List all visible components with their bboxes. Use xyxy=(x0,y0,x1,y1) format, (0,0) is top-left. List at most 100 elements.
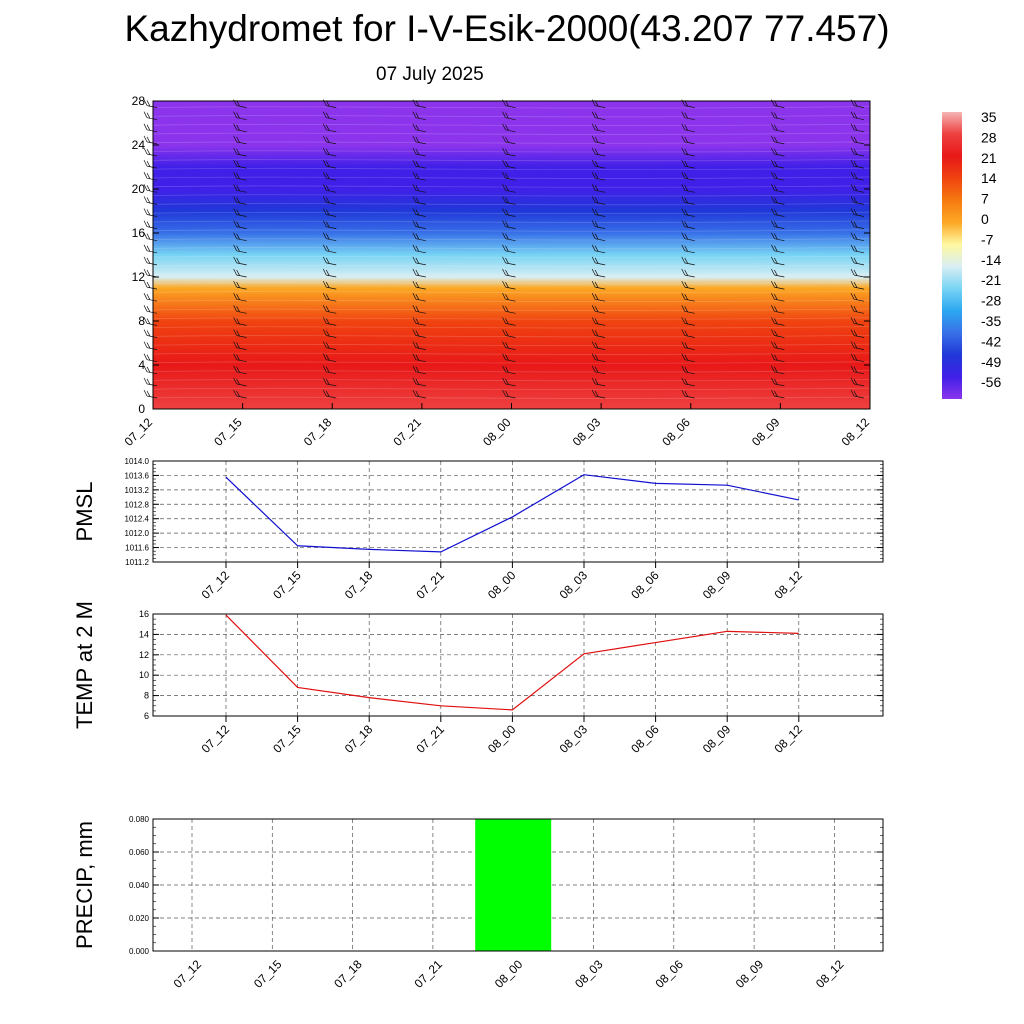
isotherm-line xyxy=(152,176,871,179)
y-tick-label: 1013.2 xyxy=(125,486,150,495)
wind-barb xyxy=(143,208,158,217)
y-tick-label: 0.020 xyxy=(129,914,150,923)
wind-barb xyxy=(322,196,337,205)
wind-barb xyxy=(143,293,158,302)
colorbar-label: -35 xyxy=(981,313,1001,329)
wind-barb xyxy=(771,232,785,242)
wind-barb xyxy=(233,389,247,399)
isotherm-line xyxy=(152,167,871,171)
colorbar-label: -21 xyxy=(981,272,1001,288)
isotherm-line xyxy=(152,370,871,373)
wind-barb xyxy=(771,184,785,193)
wind-barb xyxy=(143,184,158,193)
wind-barb xyxy=(681,159,695,169)
wind-barb xyxy=(502,256,516,266)
isotherm-line xyxy=(152,326,871,329)
y-tick-label: 1011.6 xyxy=(125,544,149,553)
wind-barb xyxy=(591,196,606,205)
wind-barb xyxy=(850,268,865,278)
wind-barb xyxy=(681,123,695,133)
precip-bar xyxy=(475,819,552,951)
y-tick-label: 1013.6 xyxy=(125,471,150,480)
wind-barb xyxy=(233,220,247,229)
wind-barb xyxy=(143,135,158,145)
wind-barb xyxy=(771,268,785,278)
wind-barb xyxy=(143,172,158,181)
wind-barb xyxy=(681,268,695,278)
wind-barb xyxy=(502,244,516,254)
wind-barb xyxy=(502,208,516,217)
wind-barb xyxy=(143,365,158,375)
wind-barb xyxy=(771,208,785,217)
wind-barb xyxy=(850,159,865,169)
wind-barb xyxy=(850,208,865,217)
x-tick-label: 08_03 xyxy=(557,722,591,756)
colorbar-label: -49 xyxy=(981,354,1001,370)
isotherm-line xyxy=(152,123,871,127)
wind-barb xyxy=(591,317,606,326)
wind-barb xyxy=(771,293,785,302)
temperature-colorbar: 35 28 21 14 7 0 -7 -14 -21 -28 -35 -42 -49 -56 xyxy=(942,109,1001,399)
wind-barb xyxy=(233,256,247,266)
x-tick-label: 08_12 xyxy=(813,957,847,991)
y-tick-label: 16 xyxy=(132,226,146,240)
wind-barb xyxy=(412,184,426,193)
wind-barb xyxy=(412,159,426,169)
isotherm-line xyxy=(152,317,871,320)
wind-barb xyxy=(502,232,516,242)
wind-barb xyxy=(591,293,606,302)
wind-barb xyxy=(502,293,516,302)
wind-barb xyxy=(412,196,426,205)
wind-barb xyxy=(322,329,337,338)
wind-barb xyxy=(502,317,516,326)
wind-barb xyxy=(412,353,426,363)
x-tick-label: 08_06 xyxy=(628,722,662,756)
isotherm-line xyxy=(152,106,871,109)
colorbar-label: 21 xyxy=(981,150,997,166)
wind-barb xyxy=(591,365,606,375)
chart-title: Kazhydromet for I-V-Esik-2000(43.207 77.… xyxy=(124,8,890,49)
wind-barb xyxy=(233,377,247,387)
y-tick-label: 4 xyxy=(138,358,145,372)
wind-barb xyxy=(850,111,865,121)
wind-barb xyxy=(233,232,247,242)
wind-barb xyxy=(143,244,158,254)
wind-barb xyxy=(502,377,516,387)
wind-barb xyxy=(322,293,337,302)
isotherm-line xyxy=(152,343,871,347)
wind-barb xyxy=(681,280,695,290)
wind-barb xyxy=(412,256,426,266)
x-tick-label: 08_03 xyxy=(557,568,591,602)
wind-barb xyxy=(233,196,247,205)
wind-barb xyxy=(322,220,337,229)
isotherm-line xyxy=(152,299,871,303)
y-tick-label: 8 xyxy=(144,691,149,701)
x-tick-label: 07_12 xyxy=(122,415,156,449)
isotherm-line xyxy=(152,194,871,197)
x-tick-label: 07_12 xyxy=(199,568,233,602)
wind-barb xyxy=(233,159,247,169)
temperature-field xyxy=(153,101,870,409)
wind-barb xyxy=(412,232,426,242)
wind-barb xyxy=(681,305,695,314)
wind-barb xyxy=(233,147,247,157)
y-tick-label: 0.000 xyxy=(129,947,150,956)
wind-barb xyxy=(412,341,426,350)
wind-barb xyxy=(850,256,865,266)
wind-barb xyxy=(412,208,426,217)
y-tick-label: 12 xyxy=(139,650,149,660)
wind-barb xyxy=(681,244,695,254)
wind-barb xyxy=(412,305,426,314)
wind-barb xyxy=(412,172,426,181)
wind-barb xyxy=(502,268,516,278)
y-axis-label: TEMP at 2 M xyxy=(72,601,97,729)
wind-barb xyxy=(143,256,158,266)
wind-barb xyxy=(322,184,337,193)
wind-barb xyxy=(591,111,606,121)
x-tick-label: 08_12 xyxy=(771,568,805,602)
wind-barb xyxy=(322,111,337,121)
wind-barb xyxy=(771,220,785,229)
isotherm-line xyxy=(152,282,871,285)
wind-barb xyxy=(502,135,516,145)
